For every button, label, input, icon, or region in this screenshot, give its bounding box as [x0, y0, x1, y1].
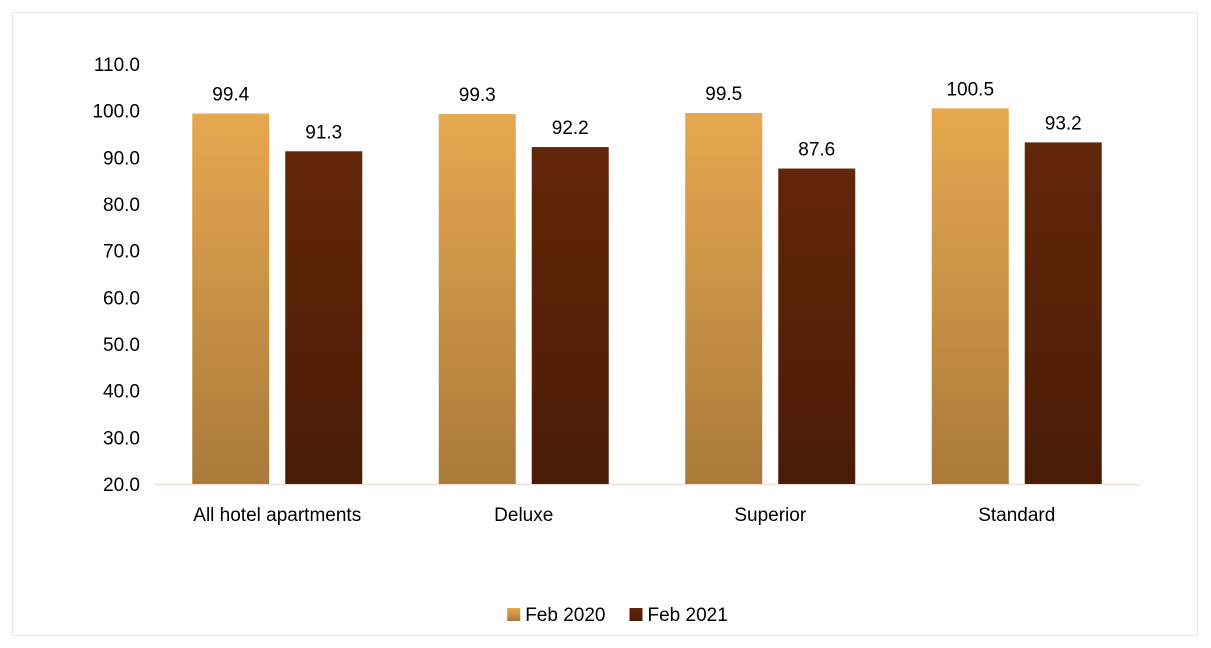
legend-label: Feb 2021	[648, 605, 728, 626]
x-tick-label: All hotel apartments	[193, 505, 361, 526]
y-tick-label: 50.0	[103, 335, 140, 356]
data-label: 91.3	[305, 122, 342, 143]
y-tick-label: 70.0	[103, 242, 140, 263]
x-tick-label: Deluxe	[494, 505, 553, 526]
legend-swatch	[629, 608, 643, 621]
y-tick-label: 80.0	[103, 195, 140, 216]
y-tick-label: 90.0	[103, 148, 140, 169]
x-tick-label: Superior	[734, 505, 806, 526]
bar-feb-2021	[531, 147, 609, 485]
data-label: 92.2	[552, 118, 589, 139]
data-label: 99.5	[705, 84, 742, 105]
legend-label: Feb 2020	[525, 605, 605, 626]
bar-feb-2021	[285, 151, 363, 484]
bar-feb-2021	[778, 168, 856, 485]
bar-feb-2020	[685, 113, 763, 484]
data-labels: 99.4 91.3 99.3 92.2 99.5 87.6 100.5 93.2	[212, 79, 1081, 160]
y-tick-label: 100.0	[92, 102, 140, 123]
data-label: 100.5	[946, 79, 994, 100]
y-tick-label: 40.0	[103, 382, 140, 403]
y-tick-label: 20.0	[103, 475, 140, 496]
data-label: 87.6	[798, 140, 835, 161]
legend: Feb 2020 Feb 2021	[507, 605, 728, 626]
y-tick-label: 30.0	[103, 428, 140, 449]
bars	[192, 108, 1102, 485]
legend-swatch	[507, 608, 521, 621]
bar-feb-2020	[438, 113, 516, 484]
x-axis: All hotel apartments Deluxe Superior Standa…	[154, 483, 1140, 526]
bar-feb-2020	[931, 108, 1009, 484]
data-label: 93.2	[1045, 113, 1082, 134]
y-tick-label: 110.0	[94, 55, 140, 76]
data-label: 99.3	[459, 85, 496, 106]
data-label: 99.4	[212, 84, 249, 105]
y-axis: 20.0 30.0 40.0 50.0 60.0 70.0 80.0 90.0 100.0 110…	[92, 55, 140, 496]
y-tick-label: 60.0	[103, 288, 140, 309]
x-tick-label: Standard	[978, 505, 1055, 526]
bar-feb-2021	[1024, 142, 1102, 484]
bar-feb-2020	[192, 113, 270, 484]
